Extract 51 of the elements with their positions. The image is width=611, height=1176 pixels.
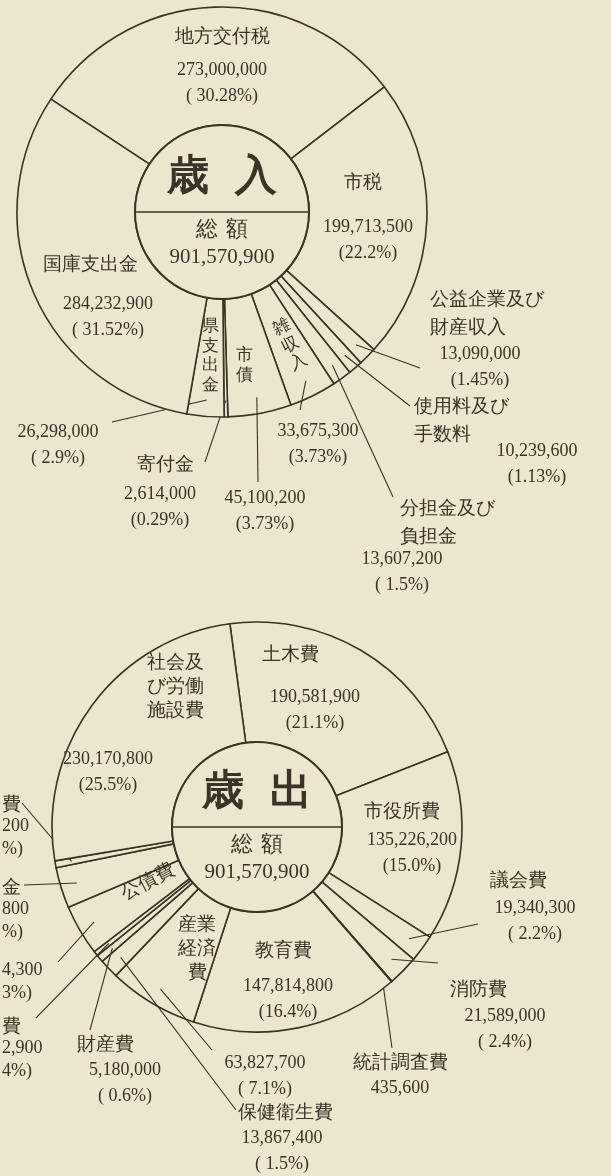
text: 2,900 4%) (2, 1036, 43, 1083)
data-label: 435,600 (370, 1076, 430, 1099)
data-label: 33,675,300 (3.73%) (277, 419, 359, 469)
slice-label: 地方交付税 (174, 24, 270, 48)
slice-label: 産業経済費 (177, 912, 217, 984)
slice-label: 土木費 (261, 642, 319, 666)
data-label: 63,827,700 ( 7.1%) (224, 1051, 306, 1101)
data-label: 147,814,800 (16.4%) (243, 974, 333, 1024)
text: 総額 (229, 831, 293, 858)
data-label: 45,100,200 (3.73%) (224, 486, 306, 536)
slice-label: 国庫支出金 (42, 252, 138, 276)
data-label: 21,589,000 ( 2.4%) (464, 1004, 546, 1054)
slice-label: 社会及び労働施設費 (145, 650, 205, 722)
slice-label: 費 (2, 793, 21, 814)
text: 総額 (194, 216, 258, 243)
text: 200 %) (2, 814, 29, 861)
data-label: 273,000,000 ( 30.28%) (177, 58, 267, 108)
slice-label: 寄付金 (136, 452, 194, 476)
data-label: 5,180,000 ( 0.6%) (89, 1058, 161, 1108)
slice-label: 分担金及び負担金 (400, 496, 497, 548)
slice-label: 教育費 (254, 938, 312, 962)
data-label: 13,867,400 ( 1.5%) (241, 1126, 323, 1176)
data-label: 13,607,200 ( 1.5%) (361, 547, 443, 597)
text: 歳出 (201, 766, 337, 815)
data-label: 13,090,000 (1.45%) (439, 342, 521, 392)
text: 901,570,900 (204, 859, 310, 885)
data-label: 19,340,300 ( 2.2%) (494, 896, 576, 946)
data-label: 2,614,000 (0.29%) (124, 482, 196, 532)
slice-label: 市税 (344, 170, 382, 194)
text: 901,570,900 (169, 244, 275, 270)
slice-label: 費 (2, 1015, 21, 1036)
slice-label: 消防費 (449, 977, 507, 1001)
slice-label: 保健衛生費 (237, 1100, 333, 1124)
slice-label: 財産費 (76, 1032, 134, 1056)
slice-label: 市役所費 (364, 799, 440, 823)
slice-label: 議会費 (489, 868, 547, 892)
slice-label: 市債 (236, 345, 254, 385)
data-label: 190,581,900 (21.1%) (270, 685, 360, 735)
data-label: 284,232,900 ( 31.52%) (63, 292, 153, 342)
slice-label: 公益企業及び財産収入 (430, 287, 546, 339)
text: 歳入 (166, 151, 302, 200)
text: 800 %) (2, 897, 29, 944)
slice-label: 雑収入 (269, 314, 311, 375)
data-label: 26,298,000 ( 2.9%) (17, 420, 99, 470)
data-label: 230,170,800 (25.5%) (63, 747, 153, 797)
data-label: 135,226,200 (15.0%) (367, 828, 457, 878)
text: 4,300 3%) (2, 958, 43, 1005)
slice-label: 統計調査費 (352, 1050, 448, 1074)
data-label: 199,713,500 (22.2%) (323, 215, 413, 265)
slice-label: 金 (2, 876, 21, 897)
slice-label: 県支出金 (202, 316, 220, 395)
